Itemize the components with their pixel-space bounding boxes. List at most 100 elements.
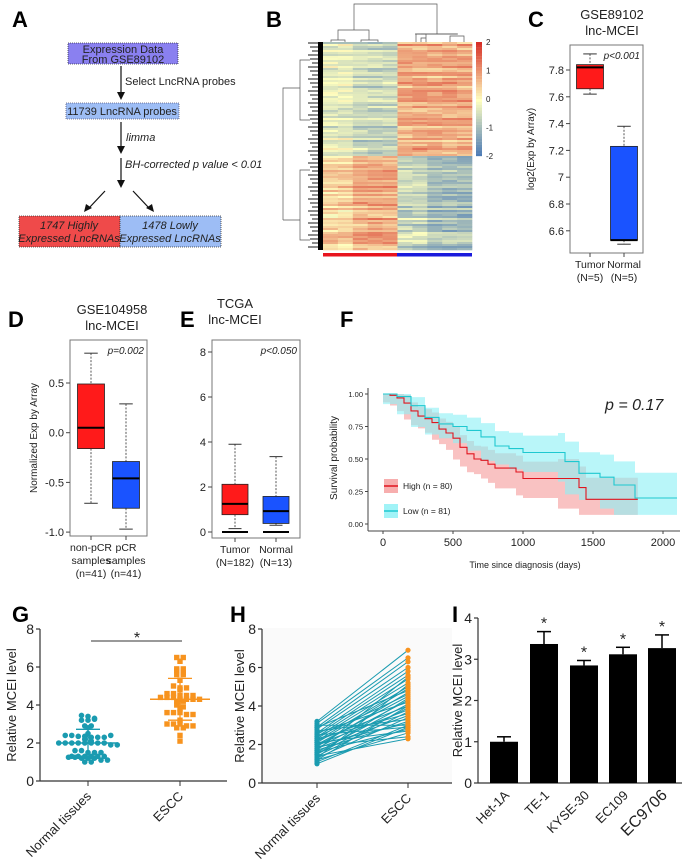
- heatmap-cell: [323, 236, 339, 239]
- heatmap-cell: [382, 224, 398, 227]
- heatmap-cell: [382, 228, 398, 231]
- heatmap-cell: [352, 220, 368, 223]
- heatmap-cell: [337, 56, 354, 59]
- colorbar-segment: [476, 118, 482, 122]
- heatmap-cell: [337, 176, 354, 179]
- heatmap-cell: [427, 190, 443, 193]
- paired-line: [316, 688, 409, 744]
- heatmap-cell: [323, 154, 339, 157]
- heatmap-cell: [323, 118, 339, 121]
- x-tick-label: 1000: [511, 537, 535, 549]
- heatmap-cell: [442, 188, 458, 191]
- heatmap-cell: [427, 76, 443, 79]
- heatmap-cell: [457, 114, 473, 117]
- dendrogram-branch: [337, 29, 370, 40]
- data-point: [180, 666, 186, 672]
- heatmap-cell: [367, 80, 383, 83]
- heatmap-cell: [442, 246, 458, 249]
- heatmap-cell: [397, 160, 413, 163]
- data-point: [170, 683, 177, 689]
- heatmap-cell: [323, 218, 339, 221]
- data-point: [91, 716, 98, 723]
- heatmap-cell: [397, 194, 413, 197]
- heatmap-cell: [442, 232, 458, 235]
- heatmap-cell: [352, 120, 368, 123]
- heatmap-cell: [397, 72, 413, 75]
- heatmap-cell: [442, 236, 458, 239]
- heatmap-cell: [412, 200, 428, 203]
- heatmap-cell: [457, 158, 473, 161]
- heatmap-cell: [412, 160, 428, 163]
- heatmap-cell: [412, 178, 428, 181]
- heatmap-cell: [457, 186, 473, 189]
- heatmap-cell: [337, 112, 354, 115]
- heatmap-cell: [427, 80, 443, 83]
- heatmap-cell: [442, 96, 458, 99]
- p-value-annotation: p<0.050: [260, 346, 298, 357]
- dendrogram-branch: [299, 59, 310, 121]
- heatmap-cell: [412, 118, 428, 121]
- y-tick-label: -0.5: [45, 477, 64, 489]
- heatmap-cell: [442, 54, 458, 57]
- heatmap-cell: [457, 180, 473, 183]
- heatmap-cell: [323, 208, 339, 211]
- heatmap-cell: [352, 210, 368, 213]
- heatmap-cell: [457, 166, 473, 169]
- heatmap-cell: [352, 166, 368, 169]
- heatmap-cell: [367, 202, 383, 205]
- heatmap-cell: [352, 242, 368, 245]
- heatmap-cell: [323, 196, 339, 199]
- data-point: [101, 734, 108, 741]
- heatmap-cell: [457, 110, 473, 113]
- colorbar-segment: [476, 73, 482, 77]
- heatmap-cell: [442, 64, 458, 67]
- heatmap-cell: [427, 130, 443, 133]
- heatmap-cell: [382, 120, 398, 123]
- heatmap-cell: [382, 130, 398, 133]
- heatmap-cell: [323, 92, 339, 95]
- heatmap-cell: [427, 204, 443, 207]
- paired-line: [316, 692, 409, 747]
- heatmap-cell: [397, 204, 413, 207]
- heatmap-cell: [323, 194, 339, 197]
- heatmap-cell: [367, 134, 383, 137]
- heatmap-cell: [412, 50, 428, 53]
- heatmap-cell: [323, 64, 339, 67]
- heatmap-cell: [397, 66, 413, 69]
- heatmap-cell: [382, 160, 398, 163]
- heatmap-cell: [367, 216, 383, 219]
- heatmap-cell: [457, 192, 473, 195]
- heatmap-cell: [442, 68, 458, 71]
- panel-label-a: A: [12, 7, 28, 32]
- heatmap-cell: [352, 42, 368, 45]
- data-point-escc: [405, 718, 411, 725]
- data-point: [180, 671, 186, 678]
- heatmap-cell: [412, 238, 428, 241]
- heatmap-cell: [397, 110, 413, 113]
- heatmap-cell: [457, 72, 473, 75]
- heatmap-cell: [367, 70, 383, 73]
- heatmap-cell: [397, 174, 413, 177]
- heatmap-cell: [337, 114, 354, 117]
- heatmap-cell: [427, 172, 443, 175]
- heatmap-cell: [427, 234, 443, 237]
- y-axis-label: Relative MCEI level: [4, 648, 19, 762]
- heatmap-cell: [367, 84, 383, 87]
- heatmap-cell: [427, 72, 443, 75]
- x-tick-label: ESCC: [378, 791, 414, 827]
- heatmap-cell: [352, 114, 368, 117]
- heatmap-cell: [412, 210, 428, 213]
- heatmap-cell: [397, 144, 413, 147]
- heatmap-cell: [352, 170, 368, 173]
- heatmap-cell: [382, 42, 398, 45]
- heatmap-cell: [382, 178, 398, 181]
- heatmap-cell: [337, 186, 354, 189]
- heatmap-cell: [397, 150, 413, 153]
- heatmap-cell: [397, 146, 413, 149]
- paired-line: [316, 738, 409, 757]
- heatmap-cell: [323, 188, 339, 191]
- heatmap-cell: [427, 60, 443, 63]
- heatmap-cell: [352, 84, 368, 87]
- heatmap-cell: [323, 192, 339, 195]
- y-tick-label: 4: [464, 610, 472, 626]
